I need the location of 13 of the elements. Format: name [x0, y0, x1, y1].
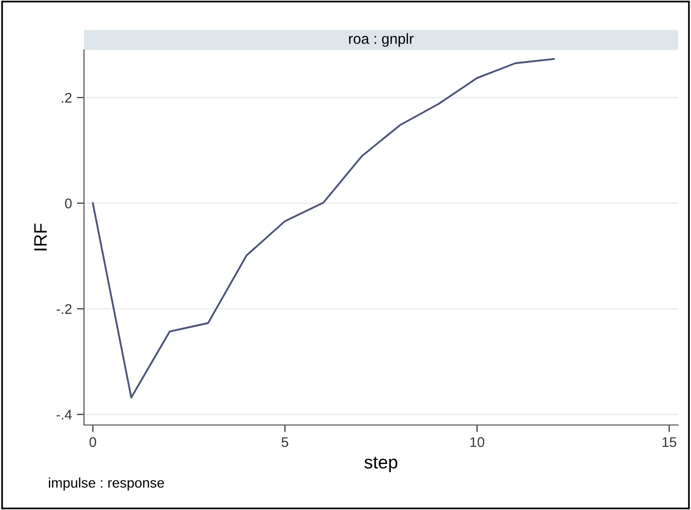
text: impulse : response	[48, 478, 164, 490]
y-axis-title: IRF	[34, 224, 47, 250]
y-tick-label: 0	[65, 198, 72, 208]
y-tick-label: -.2	[56, 304, 72, 314]
x-tick-label: 0	[90, 437, 96, 448]
x-tick-label: 5	[282, 437, 288, 448]
y-tick-label: .2	[62, 92, 72, 103]
line-series	[92, 58, 555, 398]
x-tick-label: 15	[662, 437, 676, 448]
x-axis-title: step	[364, 456, 398, 472]
y-tick-label: -.4	[56, 410, 72, 420]
x-tick-label: 10	[470, 437, 484, 448]
chart-title: roa : gnplr	[349, 33, 414, 47]
